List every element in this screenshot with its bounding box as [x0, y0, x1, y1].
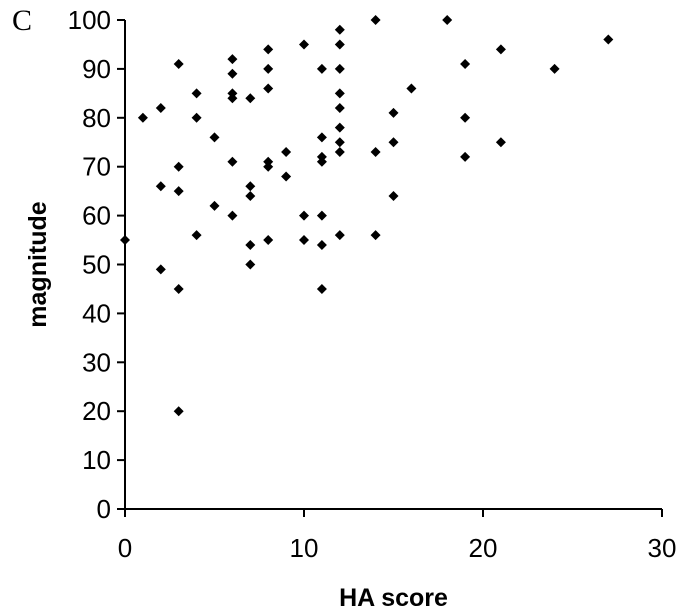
- y-tick-label: 40: [82, 298, 111, 328]
- data-point: [334, 122, 345, 133]
- data-point: [316, 63, 327, 74]
- x-tick-label: 10: [290, 533, 319, 563]
- y-tick-label: 80: [82, 103, 111, 133]
- data-point: [495, 137, 506, 148]
- data-point: [299, 235, 309, 246]
- data-point: [603, 34, 614, 45]
- axes: [124, 20, 662, 510]
- data-point: [316, 210, 327, 221]
- data-point: [316, 283, 327, 294]
- data-point: [334, 230, 345, 241]
- data-point: [191, 230, 202, 241]
- data-point: [191, 88, 202, 99]
- data-point: [120, 235, 130, 246]
- data-point: [263, 161, 274, 172]
- data-point: [245, 259, 256, 270]
- y-tick-label: 20: [82, 396, 111, 426]
- data-point: [406, 83, 417, 94]
- data-point: [173, 406, 184, 417]
- y-tick-label: 100: [68, 5, 111, 35]
- data-point: [245, 181, 256, 192]
- y-tick-label: 30: [82, 347, 111, 377]
- data-point: [227, 93, 238, 104]
- data-point: [299, 39, 309, 50]
- y-axis-ticks: 0 10 20 30 40 50 60 70 80 90 100: [68, 5, 125, 524]
- data-point: [316, 156, 327, 167]
- data-point: [334, 88, 345, 99]
- data-point: [334, 147, 345, 158]
- data-point: [388, 191, 399, 202]
- data-point: [442, 15, 453, 25]
- x-axis-ticks: 0 10 20 30: [118, 509, 677, 563]
- data-point: [245, 191, 256, 202]
- data-point: [173, 59, 184, 70]
- data-point: [263, 44, 274, 55]
- data-point: [299, 210, 309, 221]
- data-point: [334, 63, 345, 74]
- data-points: [120, 15, 614, 417]
- data-point: [495, 44, 506, 55]
- data-point: [334, 137, 345, 148]
- data-point: [370, 15, 381, 25]
- data-point: [209, 132, 220, 143]
- data-point: [370, 230, 381, 241]
- data-point: [460, 151, 471, 162]
- data-point: [227, 68, 238, 79]
- x-tick-label: 20: [469, 533, 498, 563]
- data-point: [227, 156, 238, 167]
- data-point: [316, 132, 327, 143]
- data-point: [245, 93, 256, 104]
- y-tick-label: 10: [82, 445, 111, 475]
- data-point: [263, 63, 274, 74]
- x-tick-label: 0: [118, 533, 132, 563]
- data-point: [549, 63, 560, 74]
- y-tick-label: 60: [82, 201, 111, 231]
- data-point: [281, 147, 292, 158]
- x-axis-label: HA score: [339, 584, 448, 612]
- data-point: [245, 239, 256, 250]
- data-point: [227, 54, 238, 65]
- data-point: [209, 200, 220, 211]
- data-point: [334, 24, 345, 35]
- data-point: [191, 112, 202, 123]
- y-axis-label: magnitude: [24, 201, 52, 327]
- data-point: [263, 83, 274, 94]
- data-point: [137, 112, 148, 123]
- data-point: [227, 210, 238, 221]
- data-point: [460, 112, 471, 123]
- data-point: [281, 171, 292, 182]
- y-tick-label: 70: [82, 152, 111, 182]
- y-tick-label: 50: [82, 250, 111, 280]
- data-point: [173, 283, 184, 294]
- data-point: [155, 181, 166, 192]
- data-point: [173, 186, 184, 197]
- data-point: [334, 103, 345, 114]
- data-point: [263, 235, 274, 246]
- y-tick-label: 0: [97, 494, 111, 524]
- data-point: [155, 264, 166, 275]
- x-tick-label: 30: [648, 533, 677, 563]
- y-tick-label: 90: [82, 54, 111, 84]
- panel-letter: C: [12, 4, 33, 37]
- data-point: [155, 103, 166, 114]
- data-point: [334, 39, 345, 50]
- data-point: [316, 239, 327, 250]
- data-point: [460, 59, 471, 70]
- data-point: [388, 107, 399, 118]
- data-point: [173, 161, 184, 172]
- data-point: [388, 137, 399, 148]
- data-point: [370, 147, 381, 158]
